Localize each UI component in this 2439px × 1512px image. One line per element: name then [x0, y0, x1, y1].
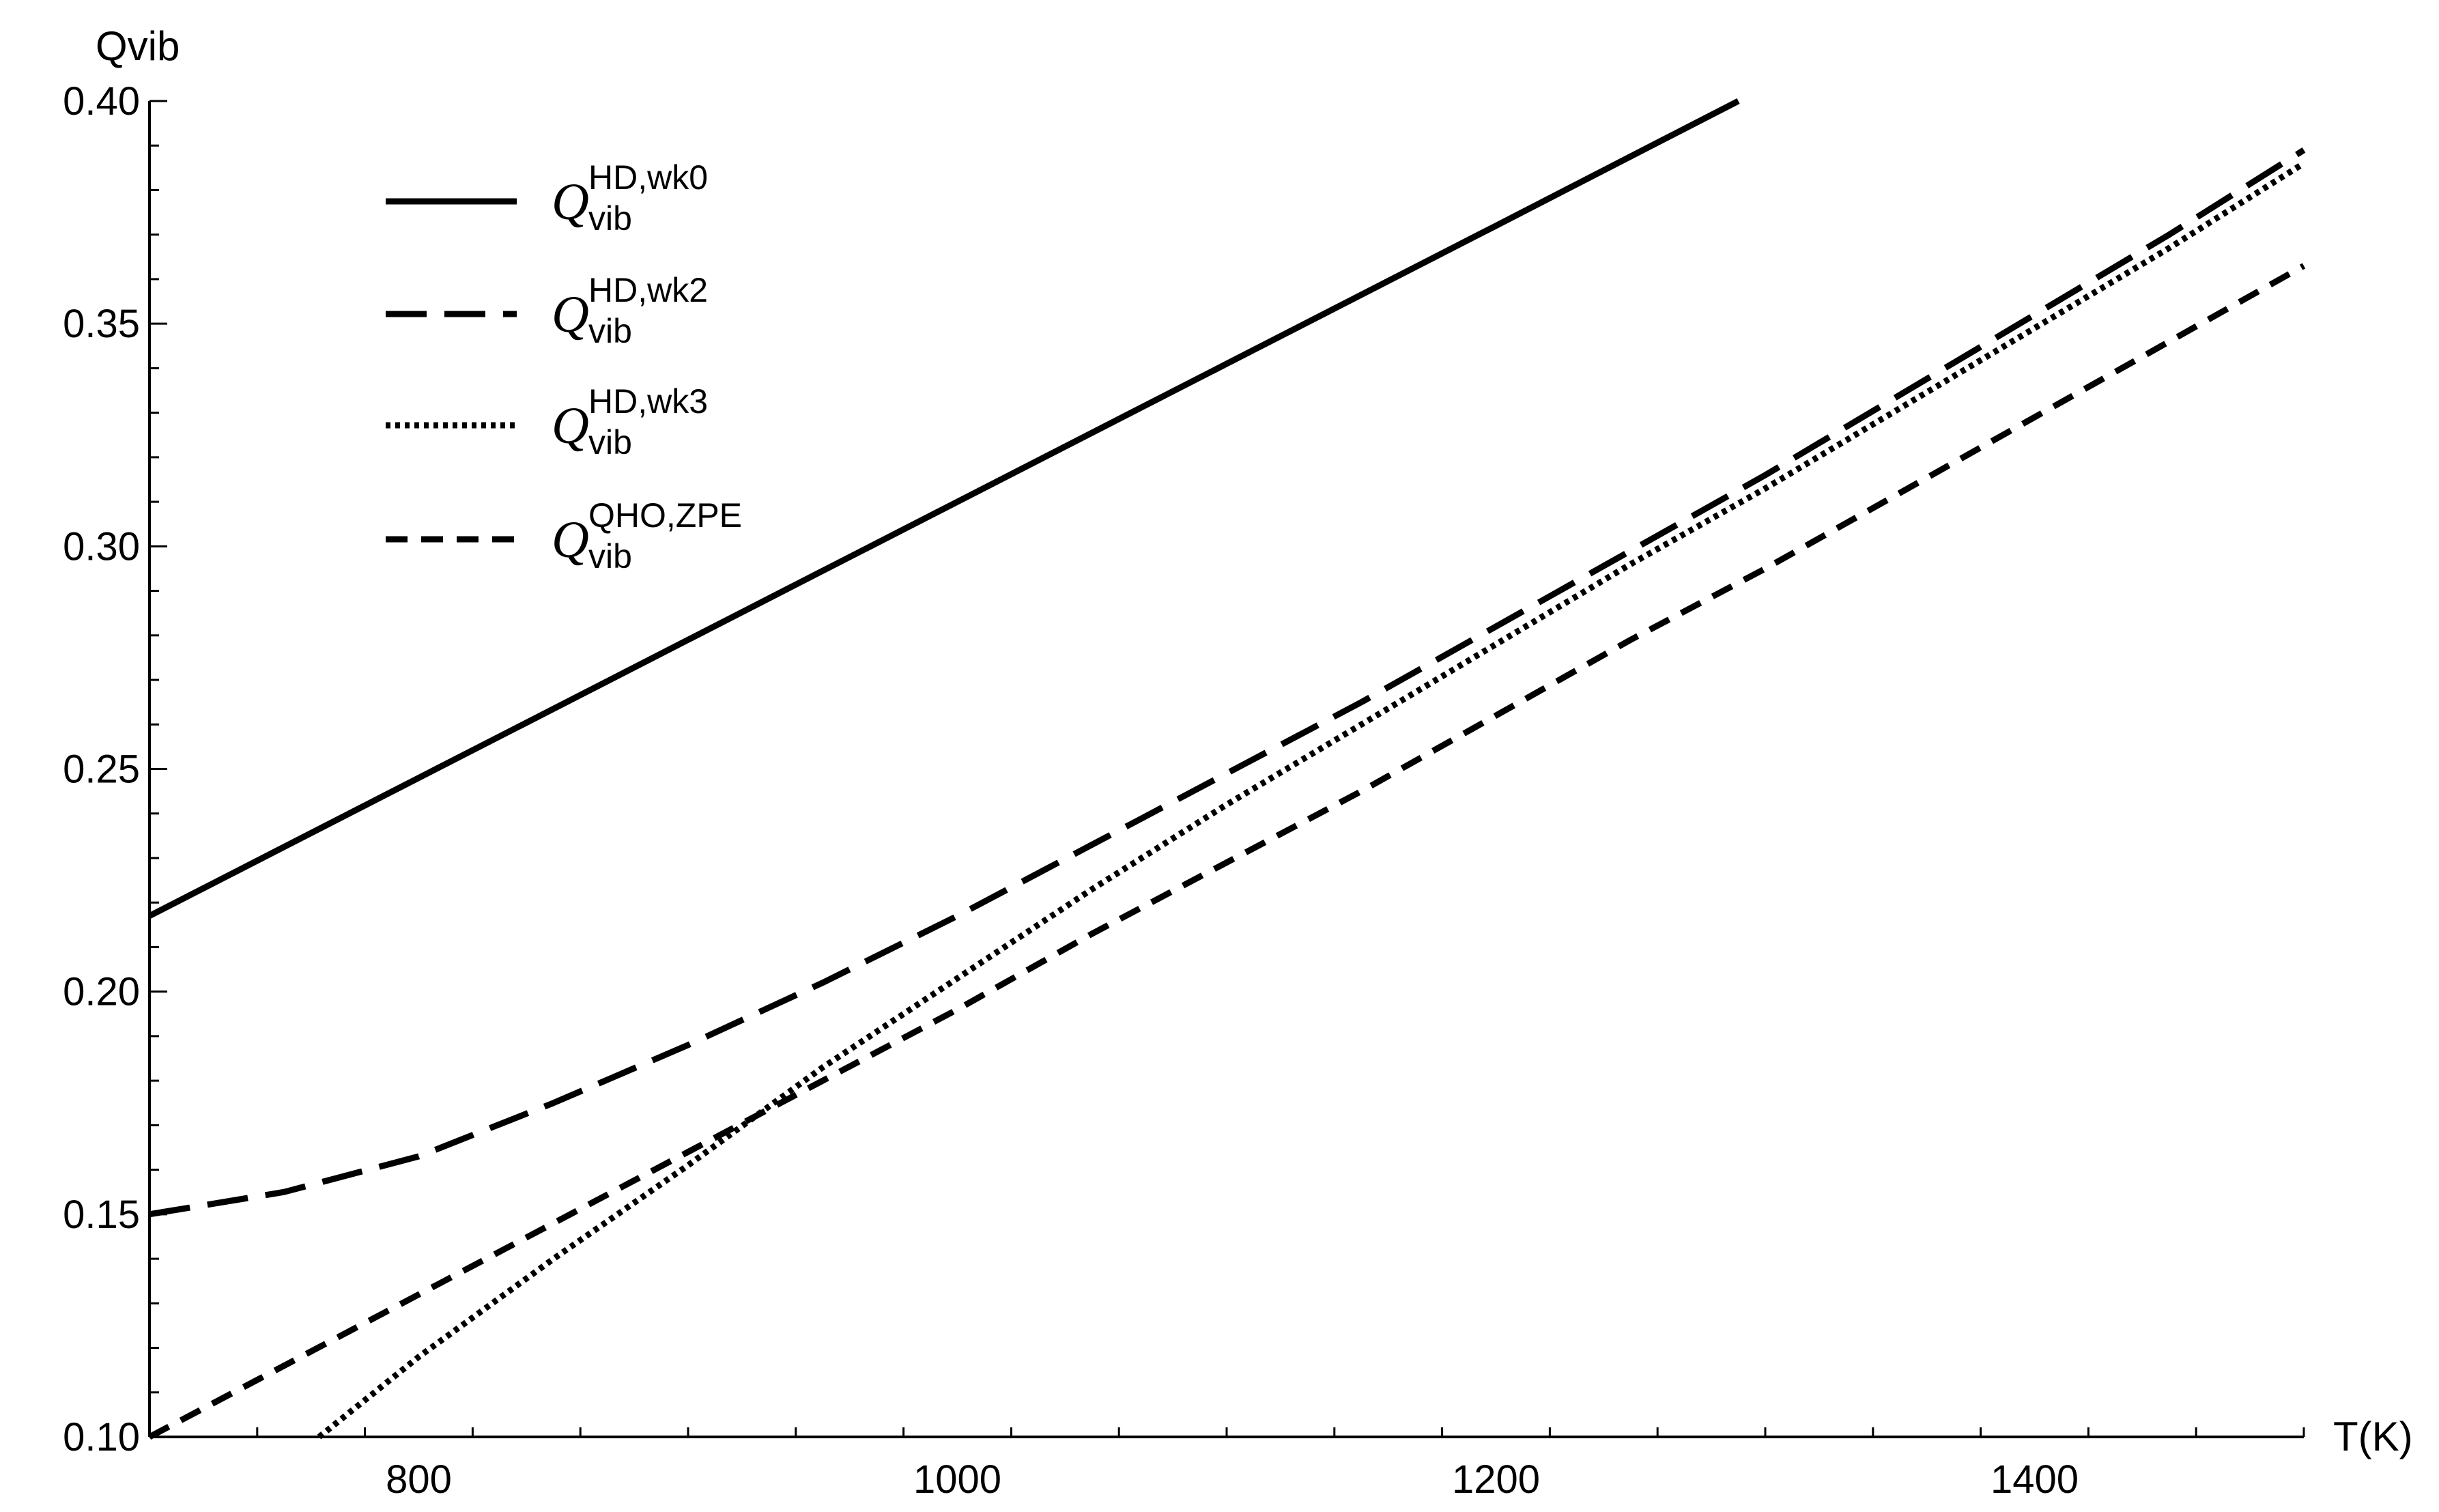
y-axis-ticks: [149, 100, 167, 1438]
legend-label-main: Q: [552, 173, 589, 231]
legend-label-main: Q: [552, 397, 589, 455]
x-axis-title: T(K): [2333, 1414, 2413, 1459]
y-tick-label: 0.30: [63, 524, 140, 569]
series-line-4: [147, 263, 2306, 1440]
series-line-1: [147, 98, 1740, 919]
x-axis-ticks: [148, 1427, 2305, 1437]
x-tick-label: 1200: [1452, 1457, 1540, 1502]
y-tick-label: 0.25: [63, 747, 140, 792]
legend-label-sub: vib: [588, 423, 632, 461]
series-line-3: [317, 160, 2306, 1440]
legend-label-sup: QHO,ZPE: [588, 496, 742, 534]
series-lines: [147, 98, 2306, 1440]
y-tick-label: 0.20: [63, 970, 140, 1014]
legend-label-sup: HD,wk3: [588, 382, 708, 420]
y-axis-title: Qvib: [96, 23, 180, 69]
y-axis-tick-labels: 0.10 0.15 0.20 0.25 0.30 0.35 0.40: [63, 79, 140, 1459]
y-tick-label: 0.35: [63, 302, 140, 346]
x-axis-tick-labels: 800 1000 1200 1400: [386, 1457, 2079, 1502]
legend-label-sup: HD,wk2: [588, 271, 708, 309]
y-axis: 0.10 0.15 0.20 0.25 0.30 0.35 0.40 Qvib: [63, 23, 180, 1459]
legend-label-sub: vib: [588, 312, 632, 350]
y-tick-label: 0.15: [63, 1193, 140, 1237]
x-tick-label: 1400: [1991, 1457, 2079, 1502]
legend-label-sub: vib: [588, 199, 632, 238]
y-tick-label: 0.40: [63, 79, 140, 124]
x-tick-label: 800: [386, 1457, 452, 1502]
series-line-2: [149, 147, 2306, 1218]
legend-label-main: Q: [552, 286, 589, 343]
legend-label-sup: HD,wk0: [588, 158, 708, 197]
x-tick-label: 1000: [913, 1457, 1001, 1502]
legend-label-main: Q: [552, 511, 589, 569]
x-axis: 800 1000 1200 1400 T(K): [148, 1414, 2413, 1502]
y-tick-label: 0.10: [63, 1415, 140, 1459]
legend-label-sub: vib: [588, 537, 632, 575]
